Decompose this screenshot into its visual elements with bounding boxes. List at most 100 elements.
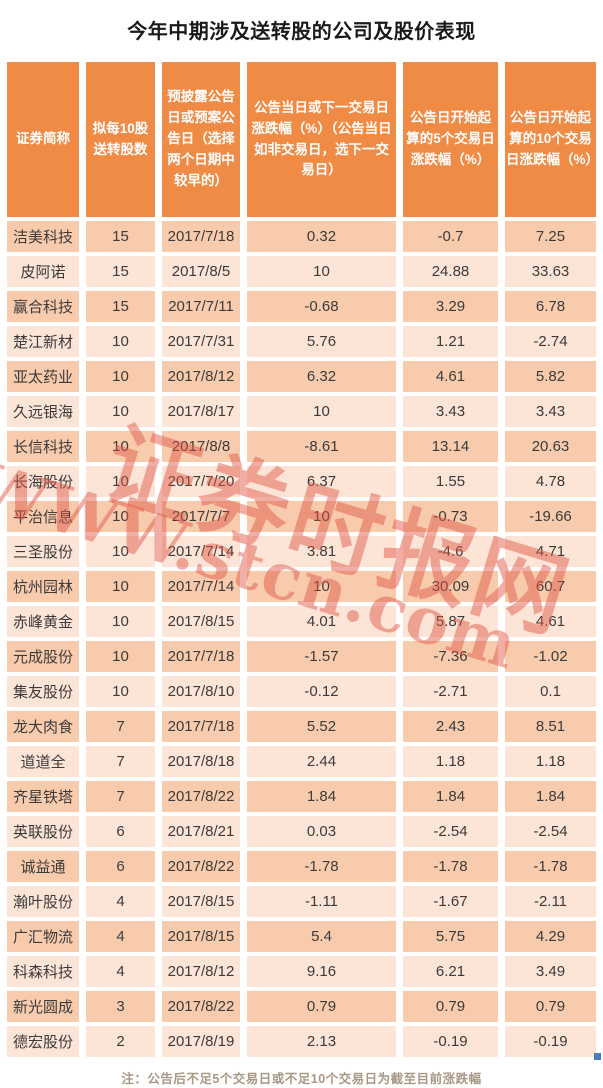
value-cell: 5.87 [403,606,498,637]
value-cell: 2017/8/22 [162,851,240,882]
value-cell: 10 [247,396,396,427]
value-cell: 10 [86,466,155,497]
stock-name-cell: 道道全 [7,746,79,777]
stock-name-cell: 科森科技 [7,956,79,987]
stock-name-cell: 新光圆成 [7,991,79,1022]
value-cell: 0.79 [505,991,596,1022]
value-cell: 2.13 [247,1026,396,1057]
stock-name-cell: 广汇物流 [7,921,79,952]
value-cell: 3.43 [403,396,498,427]
table-row: 元成股份 10 2017/7/18 -1.57 -7.36 -1.02 [7,641,596,672]
value-cell: 5.75 [403,921,498,952]
value-cell: 1.84 [247,781,396,812]
stock-name-cell: 集友股份 [7,676,79,707]
stock-name-cell: 德宏股份 [7,1026,79,1057]
value-cell: -2.54 [403,816,498,847]
value-cell: 4.71 [505,536,596,567]
value-cell: 2017/8/22 [162,991,240,1022]
value-cell: 15 [86,256,155,287]
table-row: 赢合科技 15 2017/7/11 -0.68 3.29 6.78 [7,291,596,322]
value-cell: 2017/8/10 [162,676,240,707]
value-cell: 10 [86,676,155,707]
value-cell: 2017/8/15 [162,886,240,917]
column-header-4: 公告当日或下一交易日涨跌幅（%）（公告当日如非交易日，选下一交易日） [247,62,396,217]
value-cell: 2017/7/18 [162,641,240,672]
value-cell: 2017/7/14 [162,571,240,602]
value-cell: 10 [247,571,396,602]
table-row: 齐星铁塔 7 2017/8/22 1.84 1.84 1.84 [7,781,596,812]
table-header: 证券简称 拟每10股送转股数 预披露公告日或预案公告日（选择两个日期中较早的） 公告当… [7,62,599,217]
table-row: 新光圆成 3 2017/8/22 0.79 0.79 0.79 [7,991,596,1022]
value-cell: 1.55 [403,466,498,497]
value-cell: 3 [86,991,155,1022]
value-cell: 10 [86,501,155,532]
value-cell: 10 [86,396,155,427]
value-cell: 6.21 [403,956,498,987]
value-cell: 15 [86,221,155,252]
value-cell: 7 [86,781,155,812]
value-cell: 6 [86,851,155,882]
value-cell: 1.21 [403,326,498,357]
value-cell: 33.63 [505,256,596,287]
stock-name-cell: 元成股份 [7,641,79,672]
stock-table: 证券简称 拟每10股送转股数 预披露公告日或预案公告日（选择两个日期中较早的） 公告当… [0,58,603,1061]
value-cell: 4 [86,956,155,987]
table-row: 皮阿诺 15 2017/8/5 10 24.88 33.63 [7,256,596,287]
value-cell: 20.63 [505,431,596,462]
value-cell: -0.73 [403,501,498,532]
value-cell: -4.6 [403,536,498,567]
stock-name-cell: 齐星铁塔 [7,781,79,812]
table-row: 三圣股份 10 2017/7/14 3.81 -4.6 4.71 [7,536,596,567]
value-cell: 4.29 [505,921,596,952]
value-cell: -0.19 [403,1026,498,1057]
value-cell: -1.11 [247,886,396,917]
value-cell: 4 [86,886,155,917]
stock-name-cell: 皮阿诺 [7,256,79,287]
table-row: 道道全 7 2017/8/18 2.44 1.18 1.18 [7,746,596,777]
value-cell: 10 [86,641,155,672]
table-row: 久远银海 10 2017/8/17 10 3.43 3.43 [7,396,596,427]
table-row: 科森科技 4 2017/8/12 9.16 6.21 3.49 [7,956,596,987]
value-cell: 6.78 [505,291,596,322]
stock-name-cell: 英联股份 [7,816,79,847]
value-cell: 2017/7/14 [162,536,240,567]
value-cell: -2.71 [403,676,498,707]
table-body: 洁美科技 15 2017/7/18 0.32 -0.7 7.25 皮阿诺 15 2017/8/5… [7,221,596,1057]
stock-name-cell: 三圣股份 [7,536,79,567]
value-cell: 2017/8/21 [162,816,240,847]
value-cell: 4 [86,921,155,952]
value-cell: 15 [86,291,155,322]
value-cell: -0.7 [403,221,498,252]
value-cell: -2.74 [505,326,596,357]
footnote: 注：公告后不足5个交易日或不足10个交易日为截至目前涨跌幅 [121,1072,482,1086]
table-row: 长信科技 10 2017/8/8 -8.61 13.14 20.63 [7,431,596,462]
value-cell: 4.78 [505,466,596,497]
stock-name-cell: 瀚叶股份 [7,886,79,917]
value-cell: -1.57 [247,641,396,672]
value-cell: -0.68 [247,291,396,322]
page-title: 今年中期涉及送转股的公司及股价表现 [127,21,476,43]
value-cell: 30.09 [403,571,498,602]
table-row: 集友股份 10 2017/8/10 -0.12 -2.71 0.1 [7,676,596,707]
column-header-2: 拟每10股送转股数 [86,62,155,217]
value-cell: 6 [86,816,155,847]
table-row: 楚江新材 10 2017/7/31 5.76 1.21 -2.74 [7,326,596,357]
value-cell: 7 [86,711,155,742]
value-cell: 2.43 [403,711,498,742]
stock-name-cell: 赢合科技 [7,291,79,322]
value-cell: -7.36 [403,641,498,672]
value-cell: 2017/8/17 [162,396,240,427]
stock-name-cell: 长海股份 [7,466,79,497]
value-cell: -1.78 [505,851,596,882]
value-cell: 4.01 [247,606,396,637]
table-row: 长海股份 10 2017/7/20 6.37 1.55 4.78 [7,466,596,497]
table-row: 平治信息 10 2017/7/7 10 -0.73 -19.66 [7,501,596,532]
value-cell: 1.84 [403,781,498,812]
value-cell: -8.61 [247,431,396,462]
value-cell: -19.66 [505,501,596,532]
value-cell: -1.02 [505,641,596,672]
value-cell: 2 [86,1026,155,1057]
value-cell: 3.29 [403,291,498,322]
value-cell: 1.84 [505,781,596,812]
value-cell: 9.16 [247,956,396,987]
